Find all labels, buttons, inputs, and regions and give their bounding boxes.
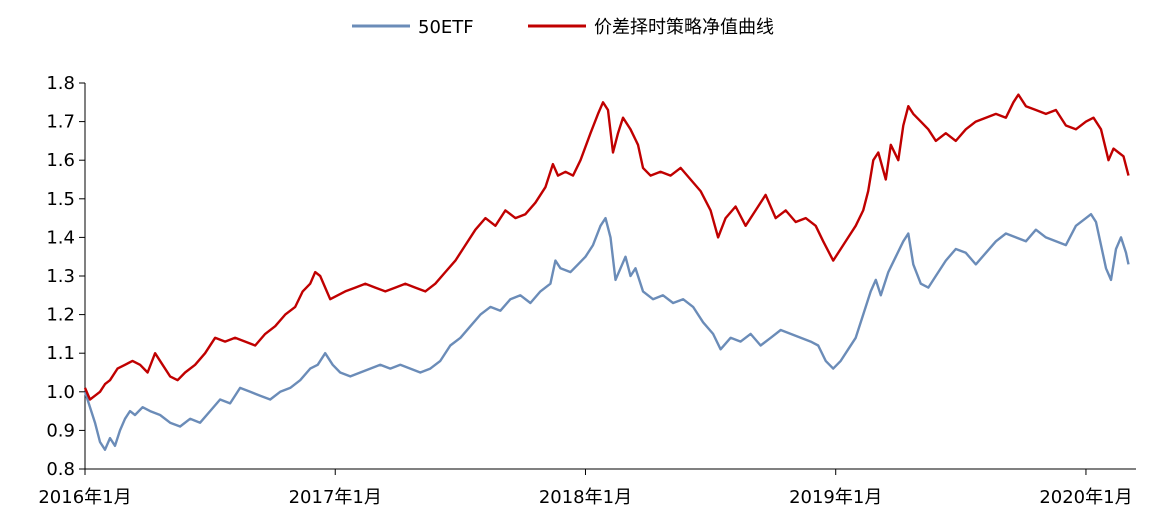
legend: 50ETF 价差择时策略净值曲线 bbox=[352, 17, 774, 38]
x-tick-label: 2019年1月 bbox=[789, 487, 882, 508]
y-tick-label: 1.0 bbox=[46, 382, 75, 403]
y-tick-label: 1.8 bbox=[46, 73, 75, 94]
y-tick-label: 1.2 bbox=[46, 305, 75, 326]
x-axis: 2016年1月 2017年1月 2018年1月 2019年1月 2020年1月 bbox=[38, 468, 1136, 508]
x-tick-label: 2016年1月 bbox=[38, 487, 131, 508]
y-tick-label: 1.3 bbox=[46, 266, 75, 287]
y-tick-label: 1.4 bbox=[46, 227, 75, 248]
y-tick-label: 0.8 bbox=[46, 459, 75, 480]
y-tick-label: 1.1 bbox=[46, 343, 75, 364]
legend-label-strategy: 价差择时策略净值曲线 bbox=[594, 17, 774, 38]
series-line-1 bbox=[83, 93, 1130, 401]
y-tick-label: 0.9 bbox=[46, 420, 75, 441]
x-tick-label: 2017年1月 bbox=[289, 487, 382, 508]
x-tick-label: 2020年1月 bbox=[1039, 487, 1132, 508]
series-layer bbox=[83, 93, 1130, 451]
series-line-0 bbox=[83, 213, 1130, 451]
x-tick-label: 2018年1月 bbox=[539, 487, 632, 508]
legend-label-50etf: 50ETF bbox=[418, 17, 474, 38]
y-tick-label: 1.6 bbox=[46, 150, 75, 171]
y-axis: 0.8 0.9 1.0 1.1 1.2 1.3 1.4 1.5 1.6 1.7 1.8 bbox=[46, 73, 86, 480]
y-tick-label: 1.5 bbox=[46, 189, 75, 210]
y-tick-label: 1.7 bbox=[46, 112, 75, 133]
